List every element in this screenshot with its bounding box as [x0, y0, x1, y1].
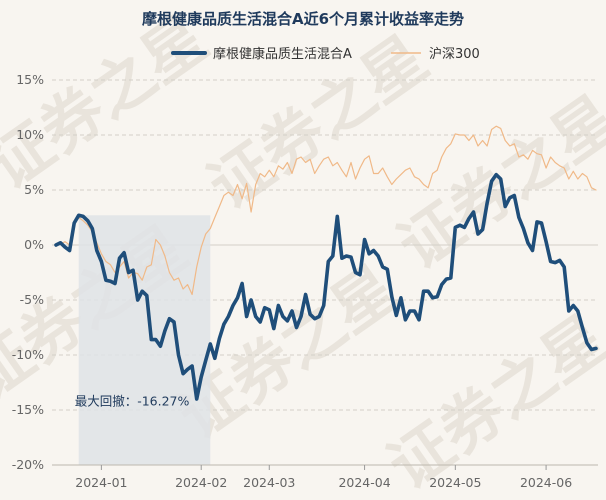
max-drawdown-label: 最大回撤：-16.27%: [75, 394, 190, 409]
x-tick-label: 2024-06: [520, 475, 572, 490]
legend: 摩根健康品质生活混合A 沪深300: [171, 46, 480, 62]
series-group: [54, 125, 598, 401]
x-tick-label: 2024-02: [175, 475, 227, 490]
y-tick-label: 0%: [24, 237, 44, 252]
y-tick-label: -20%: [12, 457, 44, 472]
watermark-text: 证券之星: [385, 81, 606, 283]
x-tick-label: 2024-01: [75, 475, 127, 490]
watermark-text: 证券之星: [0, 1, 220, 203]
legend-label-index: 沪深300: [429, 46, 480, 62]
y-tick-label: -10%: [12, 347, 44, 362]
x-axis: 2024-01 2024-02 2024-03 2024-04 2024-05 2024-…: [52, 464, 598, 490]
y-tick-label: -5%: [20, 292, 44, 307]
y-tick-label: 15%: [16, 72, 44, 87]
x-tick-label: 2024-04: [338, 475, 390, 490]
y-tick-label: -15%: [12, 402, 44, 417]
watermark-text: 证券之星: [375, 301, 606, 500]
chart-title: 摩根健康品质生活混合A近6个月累计收益率走势: [142, 10, 464, 28]
y-tick-label: 10%: [16, 127, 44, 142]
legend-label-fund: 摩根健康品质生活混合A: [213, 46, 352, 62]
series-line-index: [55, 125, 597, 296]
y-axis: 15% 10% 5% 0% -5% -10% -15% -20%: [12, 72, 44, 472]
series-line-fund: [54, 172, 598, 401]
y-tick-label: 5%: [24, 182, 44, 197]
x-tick-label: 2024-05: [429, 475, 481, 490]
x-tick-label: 2024-03: [243, 475, 295, 490]
